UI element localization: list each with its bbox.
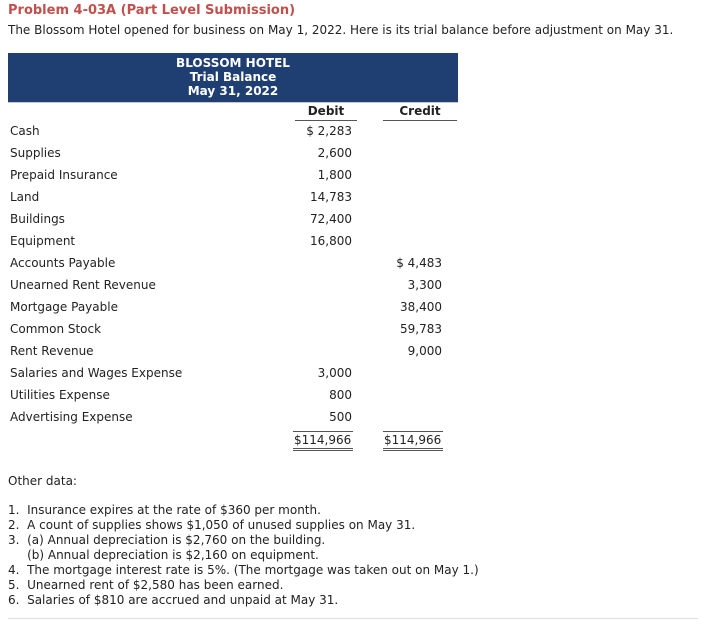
problem-title: Problem 4-03A (Part Level Submission) bbox=[8, 3, 296, 18]
account-row: Accounts Payable $ 4,483 bbox=[0, 256, 707, 278]
debit-amount: 800 bbox=[329, 388, 352, 402]
account-name: Cash bbox=[10, 124, 40, 138]
total-credit: $114,966 bbox=[384, 433, 442, 447]
debit-amount: 14,783 bbox=[310, 190, 352, 204]
account-name: Accounts Payable bbox=[10, 256, 116, 270]
other-data-label: Other data: bbox=[8, 474, 77, 488]
account-name: Unearned Rent Revenue bbox=[10, 278, 156, 292]
account-row: Rent Revenue 9,000 bbox=[0, 344, 707, 366]
account-row: Mortgage Payable 38,400 bbox=[0, 300, 707, 322]
debit-amount: 16,800 bbox=[310, 234, 352, 248]
account-row: Supplies 2,600 bbox=[0, 146, 707, 168]
account-row: Buildings 72,400 bbox=[0, 212, 707, 234]
account-name: Rent Revenue bbox=[10, 344, 94, 358]
debit-total-rule bbox=[293, 431, 353, 432]
statement-name: Trial Balance bbox=[189, 70, 277, 84]
debit-column-header: Debit bbox=[307, 104, 345, 118]
account-name: Prepaid Insurance bbox=[10, 168, 118, 182]
account-name: Mortgage Payable bbox=[10, 300, 118, 314]
credit-amount: $ 4,483 bbox=[396, 256, 442, 270]
credit-amount: 38,400 bbox=[400, 300, 442, 314]
other-data-item: 2. A count of supplies shows $1,050 of u… bbox=[8, 518, 416, 532]
credit-total-rule bbox=[383, 431, 443, 432]
account-row: Land 14,783 bbox=[0, 190, 707, 212]
debit-amount: 1,800 bbox=[317, 168, 352, 182]
debit-amount: 500 bbox=[329, 410, 352, 424]
other-data-item: 5. Unearned rent of $2,580 has been earn… bbox=[8, 578, 284, 592]
trial-balance-header: BLOSSOM HOTEL Trial Balance May 31, 2022 bbox=[8, 53, 458, 102]
statement-date: May 31, 2022 bbox=[187, 84, 279, 98]
account-name: Utilities Expense bbox=[10, 388, 110, 402]
account-row: Prepaid Insurance 1,800 bbox=[0, 168, 707, 190]
account-name: Buildings bbox=[10, 212, 65, 226]
intro-text: The Blossom Hotel opened for business on… bbox=[8, 23, 674, 37]
account-row: Salaries and Wages Expense 3,000 bbox=[0, 366, 707, 388]
other-data-item: 4. The mortgage interest rate is 5%. (Th… bbox=[8, 563, 479, 577]
account-name: Advertising Expense bbox=[10, 410, 133, 424]
debit-amount: 2,600 bbox=[317, 146, 352, 160]
credit-amount: 9,000 bbox=[407, 344, 442, 358]
other-data-item: 6. Salaries of $810 are accrued and unpa… bbox=[8, 593, 339, 607]
other-data-item: 3. (a) Annual depreciation is $2,760 on … bbox=[8, 533, 326, 547]
credit-amount: 59,783 bbox=[400, 322, 442, 336]
bottom-divider bbox=[8, 618, 698, 619]
credit-column-header: Credit bbox=[399, 104, 441, 118]
other-data-list: 1. Insurance expires at the rate of $360… bbox=[8, 503, 479, 608]
debit-amount: $ 2,283 bbox=[306, 124, 352, 138]
account-name: Equipment bbox=[10, 234, 76, 248]
other-data-item: (b) Annual depreciation is $2,160 on equ… bbox=[8, 548, 319, 562]
debit-header-underline bbox=[295, 120, 357, 121]
company-name: BLOSSOM HOTEL bbox=[176, 56, 290, 70]
header-divider bbox=[8, 102, 458, 103]
account-name: Supplies bbox=[10, 146, 61, 160]
account-row: Common Stock 59,783 bbox=[0, 322, 707, 344]
debit-double-rule bbox=[293, 448, 353, 451]
other-data-item: 1. Insurance expires at the rate of $360… bbox=[8, 503, 321, 517]
account-row: Unearned Rent Revenue 3,300 bbox=[0, 278, 707, 300]
debit-amount: 3,000 bbox=[317, 366, 352, 380]
account-name: Salaries and Wages Expense bbox=[10, 366, 183, 380]
account-name: Common Stock bbox=[10, 322, 102, 336]
account-name: Land bbox=[10, 190, 40, 204]
debit-amount: 72,400 bbox=[310, 212, 352, 226]
total-debit: $114,966 bbox=[294, 433, 352, 447]
credit-amount: 3,300 bbox=[407, 278, 442, 292]
account-row: Advertising Expense 500 bbox=[0, 410, 707, 432]
account-row: Cash $ 2,283 bbox=[0, 124, 707, 146]
account-row: Equipment 16,800 bbox=[0, 234, 707, 256]
credit-header-underline bbox=[383, 120, 457, 121]
credit-double-rule bbox=[383, 448, 443, 451]
account-row: Utilities Expense 800 bbox=[0, 388, 707, 410]
